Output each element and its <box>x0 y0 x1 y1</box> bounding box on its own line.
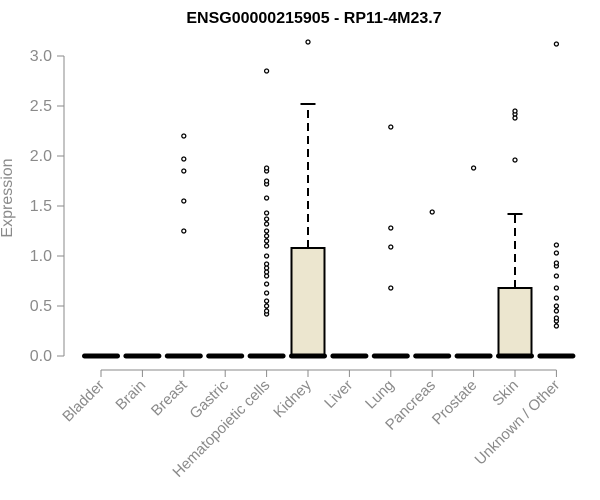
box-group <box>413 209 452 359</box>
outlier-point <box>181 133 187 139</box>
outlier-point <box>429 209 435 215</box>
outlier-point <box>553 295 560 301</box>
outlier-point <box>553 308 560 314</box>
outlier-point <box>470 165 477 171</box>
outlier-point <box>512 157 518 163</box>
outlier-point <box>305 39 311 45</box>
outlier-point <box>263 308 270 314</box>
box-group <box>289 39 327 359</box>
outlier-point <box>388 244 394 250</box>
x-tick-label: Bladder <box>59 377 108 426</box>
box-group <box>496 108 534 359</box>
outlier-point <box>263 221 270 227</box>
outlier-point <box>263 253 270 259</box>
outlier-point <box>553 41 560 47</box>
outlier-point <box>181 156 187 162</box>
x-tick-label: Breast <box>148 376 191 419</box>
y-tick-label: 2.5 <box>30 98 52 115</box>
outlier-point <box>553 260 560 266</box>
outlier-point <box>553 315 560 321</box>
outlier-point <box>388 124 394 130</box>
outlier-point <box>263 261 270 267</box>
outlier-point <box>553 303 560 309</box>
outlier-point <box>263 298 270 304</box>
outlier-point <box>263 290 270 296</box>
box-group <box>454 165 493 359</box>
box-group <box>537 41 576 359</box>
outlier-point <box>553 273 560 279</box>
outlier-point <box>512 108 518 114</box>
chart-title: ENSG00000215905 - RP11-4M23.7 <box>186 10 441 27</box>
box-body <box>497 287 533 357</box>
x-tick-label: Lung <box>362 377 398 413</box>
plot-area <box>82 39 576 359</box>
x-tick-label: Brain <box>112 377 149 414</box>
outlier-point <box>553 250 560 256</box>
outlier-point <box>181 198 187 204</box>
y-tick-label: 3.0 <box>30 48 52 65</box>
y-axis: 0.0 0.5 1.0 1.5 2.0 2.5 3.0 <box>30 48 65 365</box>
box-group <box>247 68 286 359</box>
outlier-point <box>263 243 270 249</box>
y-tick-label: 1.0 <box>30 248 52 265</box>
outlier-point <box>263 210 270 216</box>
outlier-point <box>181 168 187 174</box>
outlier-point <box>263 233 270 239</box>
outlier-point <box>263 165 270 171</box>
outlier-point <box>263 228 270 234</box>
outlier-point <box>553 242 560 248</box>
y-tick-label: 1.5 <box>30 198 52 215</box>
outlier-point <box>263 178 270 184</box>
y-tick-label: 0.5 <box>30 298 52 315</box>
y-tick-label: 2.0 <box>30 148 52 165</box>
outlier-point <box>263 68 270 74</box>
outlier-point <box>263 216 270 222</box>
outlier-point <box>388 285 394 291</box>
outlier-point <box>553 285 560 291</box>
x-tick-label: Prostate <box>429 377 481 429</box>
box-group <box>164 133 203 359</box>
y-axis-label: Expression <box>0 158 16 237</box>
x-tick-label: Skin <box>489 377 522 410</box>
x-tick-label: Kidney <box>270 376 315 421</box>
outlier-point <box>263 195 270 201</box>
x-tick-label: Liver <box>321 377 356 412</box>
outlier-point <box>553 323 560 329</box>
outlier-point <box>388 225 394 231</box>
outlier-point <box>181 228 187 234</box>
box-group <box>371 124 410 359</box>
outlier-point <box>263 281 270 287</box>
outlier-point <box>263 303 270 309</box>
y-tick-label: 0.0 <box>30 348 52 365</box>
outlier-point <box>263 238 270 244</box>
box-body <box>290 247 326 357</box>
